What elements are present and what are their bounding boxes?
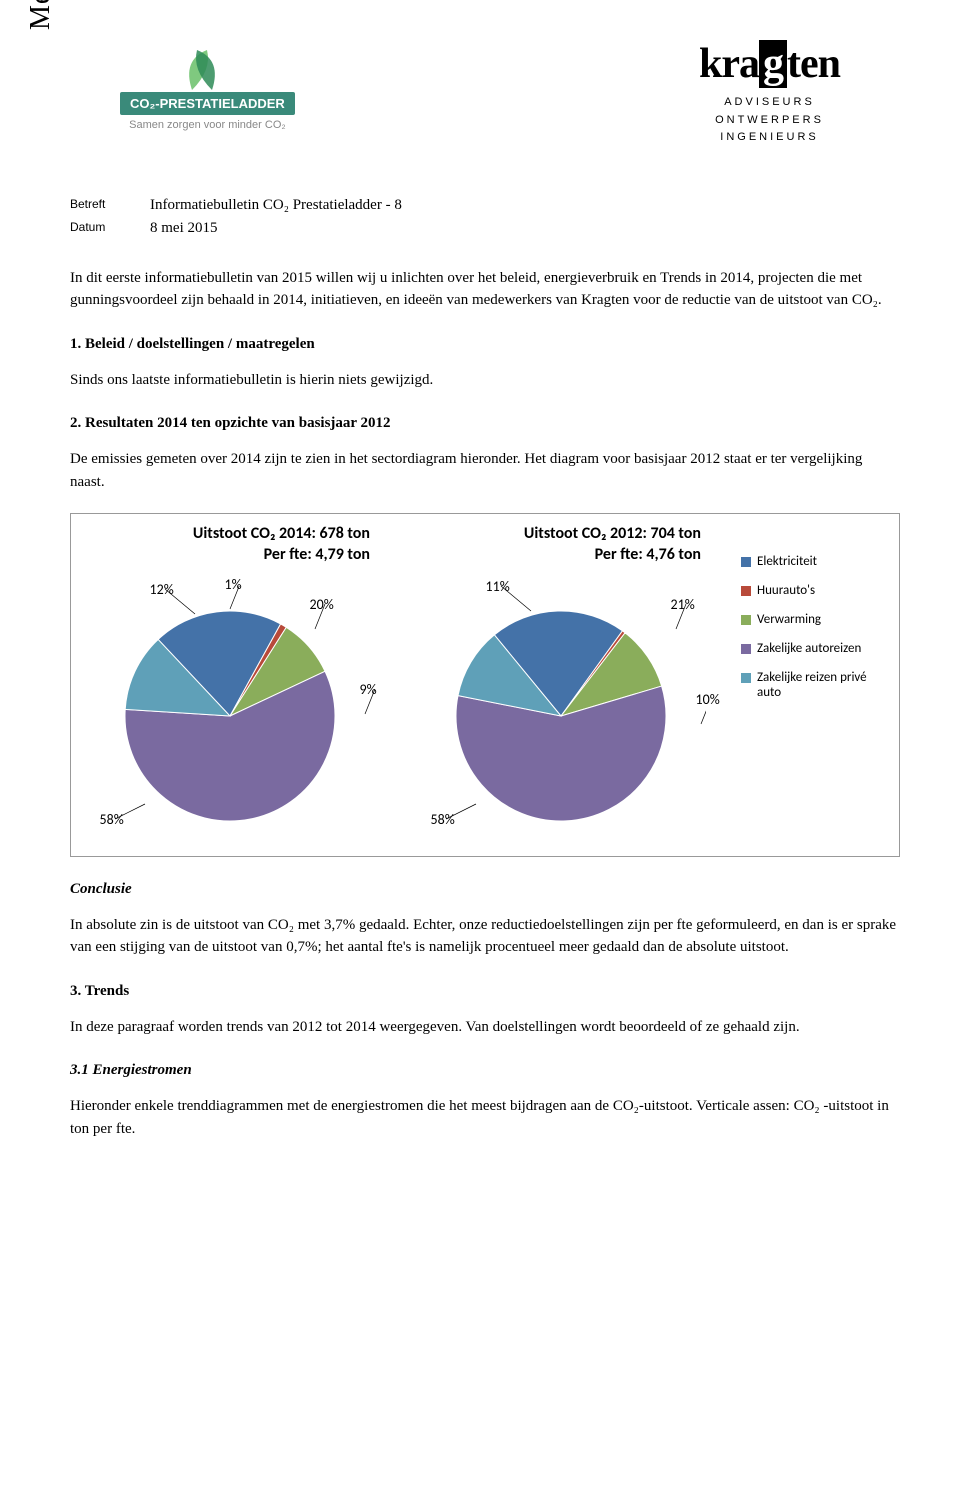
legend-swatch: [741, 557, 751, 567]
co2-tagline: Samen zorgen voor minder CO₂: [129, 119, 286, 131]
brand-sub3: INGENIEURS: [699, 129, 840, 147]
legend-swatch: [741, 615, 751, 625]
co2-logo: CO₂-PRESTATIELADDER Samen zorgen voor mi…: [120, 40, 295, 131]
section3-title: 3. Trends: [70, 983, 900, 1000]
legend-item: Zakelijke reizen privé auto: [741, 670, 891, 700]
datum-value: 8 mei 2015: [150, 220, 218, 237]
legend-label: Zakelijke reizen privé auto: [757, 670, 891, 700]
chart2012-title1: Uitstoot CO₂ 2012: 704 ton: [410, 524, 701, 545]
pie-callout: 10%: [696, 691, 720, 708]
legend-swatch: [741, 586, 751, 596]
brand-post: ten: [787, 41, 840, 87]
legend-label: Elektriciteit: [757, 554, 817, 569]
charts-container: Uitstoot CO₂ 2014: 678 ton Per fte: 4,79…: [70, 513, 900, 857]
chart-2012: Uitstoot CO₂ 2012: 704 ton Per fte: 4,76…: [410, 524, 741, 846]
pie-callout: 11%: [486, 578, 510, 595]
brand-pre: kra: [699, 41, 759, 87]
legend-item: Huurauto's: [741, 583, 891, 598]
legend-swatch: [741, 673, 751, 683]
section31-title: 3.1 Energiestromen: [70, 1062, 900, 1079]
header: CO₂-PRESTATIELADDER Samen zorgen voor mi…: [120, 40, 900, 147]
legend-item: Elektriciteit: [741, 554, 891, 569]
legend-item: Zakelijke autoreizen: [741, 641, 891, 656]
legend-label: Zakelijke autoreizen: [757, 641, 861, 656]
legend-swatch: [741, 644, 751, 654]
legend-label: Huurauto's: [757, 583, 815, 598]
conclusion-body: In absolute zin is de uitstoot van CO₂ m…: [70, 914, 900, 959]
co2-badge: CO₂-PRESTATIELADDER: [120, 92, 295, 115]
pie-callout: 58%: [100, 811, 124, 828]
chart2012-title2: Per fte: 4,76 ton: [410, 545, 701, 566]
chart-legend: Elektriciteit Huurauto's Verwarming Zakelij…: [741, 524, 891, 846]
pie-callout: 21%: [671, 596, 695, 613]
datum-label: Datum: [70, 220, 150, 237]
section31-body: Hieronder enkele trenddiagrammen met de …: [70, 1095, 900, 1140]
section1-body: Sinds ons laatste informatiebulletin is …: [70, 369, 900, 392]
pie-callout: 58%: [431, 811, 455, 828]
chart2014-title2: Per fte: 4,79 ton: [79, 545, 370, 566]
leaf-icon: [162, 40, 252, 100]
brand-sub2: ONTWERPERS: [699, 112, 840, 130]
section1-title: 1. Beleid / doelstellingen / maatregelen: [70, 336, 900, 353]
pie-callout: 12%: [150, 581, 174, 598]
kragten-logo: kragten ADVISEURS ONTWERPERS INGENIEURS: [699, 40, 840, 147]
chart2014-title1: Uitstoot CO₂ 2014: 678 ton: [79, 524, 370, 545]
betreft-label: Betreft: [70, 197, 150, 214]
section3-body: In deze paragraaf worden trends van 2012…: [70, 1016, 900, 1039]
section2-body: De emissies gemeten over 2014 zijn te zi…: [70, 448, 900, 493]
chart-2014: Uitstoot CO₂ 2014: 678 ton Per fte: 4,79…: [79, 524, 410, 846]
brand-sub1: ADVISEURS: [699, 94, 840, 112]
pie-callout: 20%: [310, 596, 334, 613]
memo-vertical-label: Memo: [25, 0, 57, 30]
section2-title: 2. Resultaten 2014 ten opzichte van basi…: [70, 415, 900, 432]
brand-g: g: [759, 40, 787, 88]
intro-paragraph: In dit eerste informatiebulletin van 201…: [70, 267, 900, 312]
legend-label: Verwarming: [757, 612, 821, 627]
betreft-value: Informatiebulletin CO₂ Prestatieladder -…: [150, 197, 402, 214]
pie-callout: 9%: [360, 681, 377, 698]
pie-callout: 1%: [225, 576, 242, 593]
conclusion-title: Conclusie: [70, 881, 900, 898]
legend-item: Verwarming: [741, 612, 891, 627]
